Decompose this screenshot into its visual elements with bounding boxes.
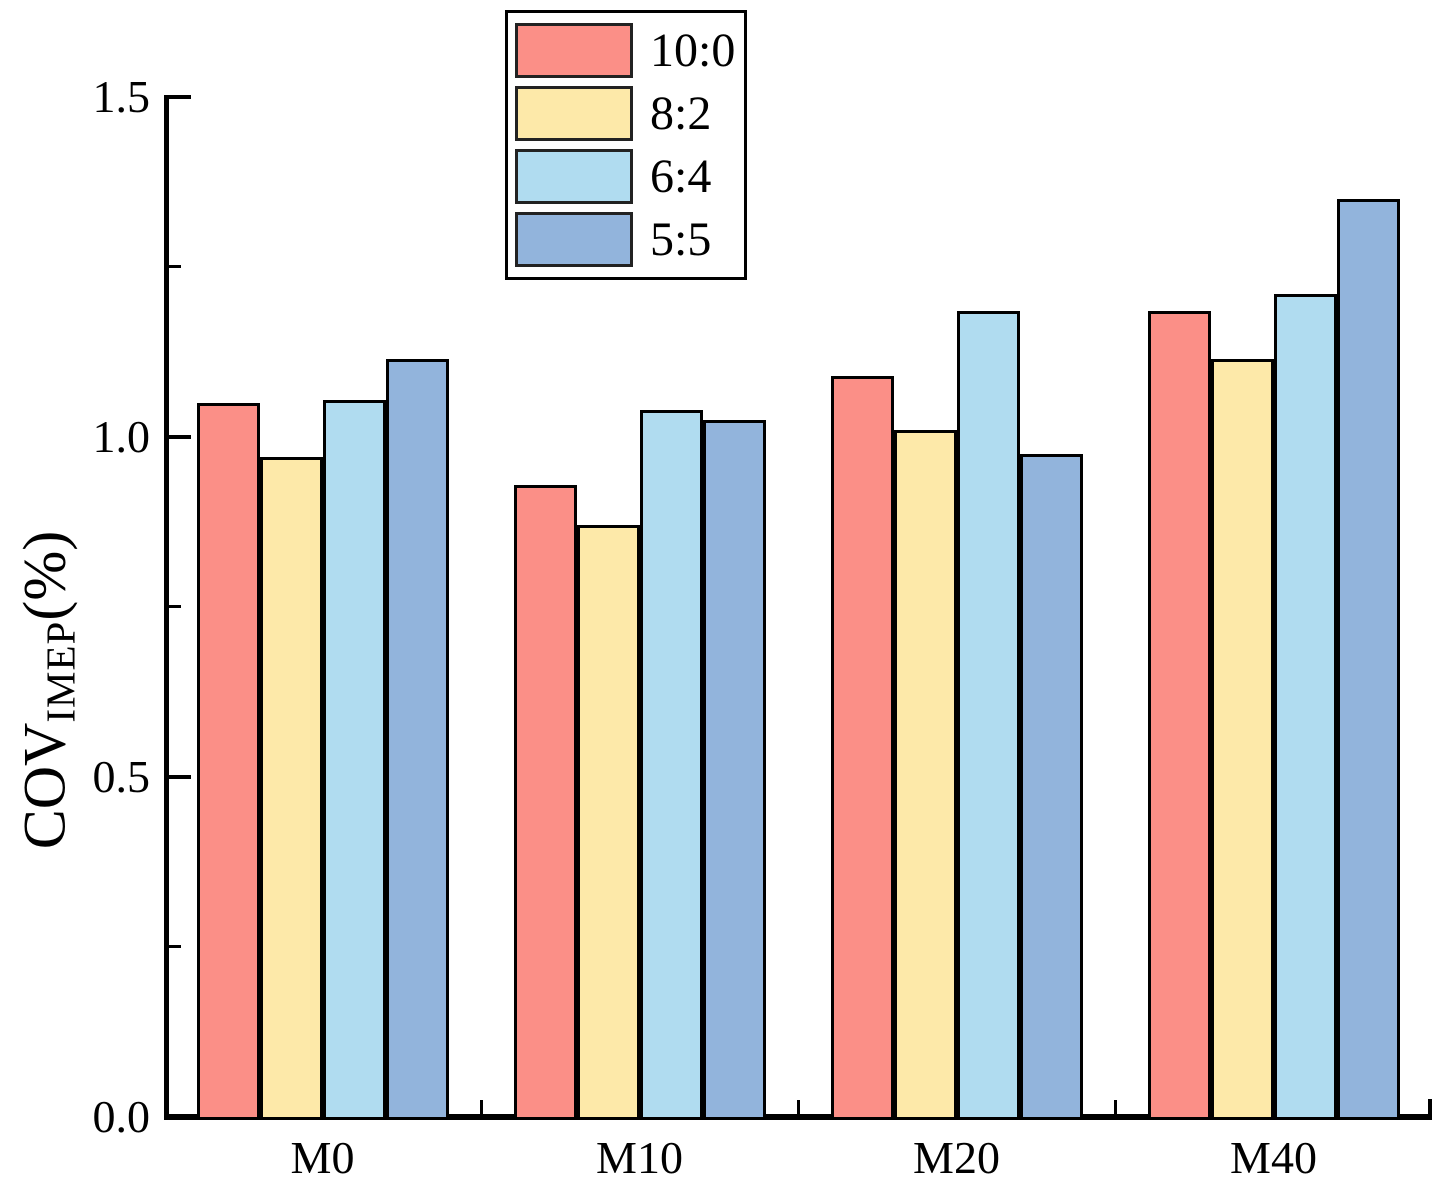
y-tick-label: 0.5	[92, 751, 151, 802]
bar-M0-8:2	[260, 457, 323, 1120]
y-axis-title-unit: (%)	[11, 530, 78, 621]
y-axis-title-subscript: IMEP	[37, 620, 84, 723]
bar-M10-10:0	[514, 485, 577, 1120]
x-category-label: M20	[913, 1132, 1000, 1183]
legend-label: 5:5	[650, 212, 712, 266]
legend-item: 6:4	[508, 149, 744, 204]
legend-label: 10:0	[650, 23, 736, 77]
x-category-label: M0	[290, 1132, 355, 1183]
legend-swatch	[515, 212, 633, 267]
x-minor-tick	[1113, 1100, 1117, 1114]
bar-M0-5:5	[386, 359, 449, 1120]
y-minor-tick	[169, 605, 181, 608]
x-category-label: M40	[1230, 1132, 1317, 1183]
bar-M40-5:5	[1337, 199, 1400, 1120]
y-major-tick	[169, 95, 191, 99]
bar-M10-8:2	[577, 525, 640, 1120]
bar-M40-8:2	[1211, 359, 1274, 1120]
x-minor-tick	[479, 1100, 483, 1114]
x-category-label: M10	[596, 1132, 683, 1183]
y-axis-line	[164, 95, 169, 1120]
bar-M0-10:0	[197, 403, 260, 1120]
legend-item: 5:5	[508, 212, 744, 267]
y-minor-tick	[169, 265, 181, 268]
bar-M40-10:0	[1148, 311, 1211, 1120]
legend-label: 6:4	[650, 149, 712, 203]
bar-M10-5:5	[703, 420, 766, 1120]
bar-M0-6:4	[323, 400, 386, 1120]
legend-swatch	[515, 149, 633, 204]
y-major-tick	[169, 435, 191, 439]
legend: 10:0 8:2 6:4 5:5	[505, 10, 747, 280]
y-major-tick	[169, 775, 191, 779]
y-minor-tick	[169, 945, 181, 948]
legend-item: 8:2	[508, 86, 744, 141]
x-end-tick	[1428, 1099, 1432, 1114]
y-tick-label: 1.5	[92, 71, 151, 122]
bar-M10-6:4	[640, 410, 703, 1120]
legend-item: 10:0	[508, 23, 744, 78]
bar-M20-8:2	[894, 430, 957, 1120]
bar-M40-6:4	[1274, 294, 1337, 1120]
y-tick-label: 1.0	[92, 411, 151, 462]
y-tick-label: 0.0	[92, 1091, 151, 1142]
bar-M20-5:5	[1020, 454, 1083, 1120]
bar-M20-10:0	[831, 376, 894, 1120]
x-minor-tick	[796, 1100, 800, 1114]
x-axis-line	[164, 1114, 1432, 1120]
legend-swatch	[515, 86, 633, 141]
legend-swatch	[515, 23, 633, 78]
legend-label: 8:2	[650, 86, 712, 140]
bar-M20-6:4	[957, 311, 1020, 1120]
